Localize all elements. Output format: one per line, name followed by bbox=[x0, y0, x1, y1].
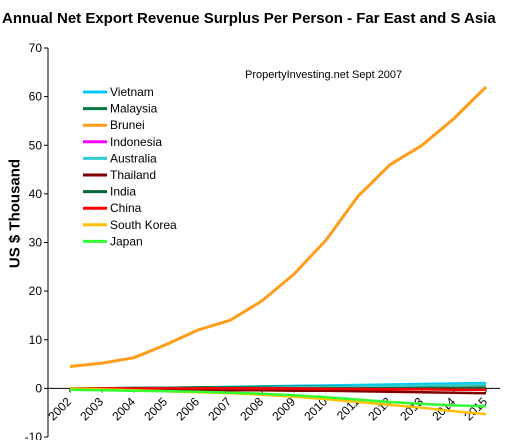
series-line-china bbox=[70, 387, 486, 392]
legend-label: Thailand bbox=[110, 168, 156, 182]
legend-label: Australia bbox=[110, 151, 157, 165]
x-tick-label: 2006 bbox=[173, 394, 202, 423]
chart-title: Annual Net Export Revenue Surplus Per Pe… bbox=[2, 10, 496, 27]
legend-label: India bbox=[110, 185, 136, 199]
chart-annotation: PropertyInvesting.net Sept 2007 bbox=[245, 69, 402, 81]
x-tick-label: 2004 bbox=[109, 394, 138, 423]
series-layer bbox=[69, 85, 488, 416]
x-tick-label: 2012 bbox=[365, 394, 394, 423]
series-line-japan bbox=[69, 388, 487, 408]
x-tick-label: 2008 bbox=[237, 394, 266, 423]
y-tick-label: 0 bbox=[35, 381, 42, 395]
x-tick-label: 2005 bbox=[141, 394, 170, 423]
x-tick-label: 2003 bbox=[77, 394, 106, 423]
y-tick-label: 30 bbox=[29, 236, 43, 250]
y-tick-label: 10 bbox=[29, 333, 43, 347]
x-tick-label: 2009 bbox=[269, 394, 298, 423]
legend-label: Indonesia bbox=[110, 135, 162, 149]
legend-label: Vietnam bbox=[110, 85, 154, 99]
legend-label: Brunei bbox=[110, 118, 145, 132]
legend-label: Malaysia bbox=[110, 102, 158, 116]
x-tick-label: 2007 bbox=[205, 394, 234, 423]
y-tick-label: 20 bbox=[29, 284, 43, 298]
series-line-brunei bbox=[69, 85, 488, 368]
y-tick-label: 70 bbox=[29, 41, 43, 55]
y-tick-label: -10 bbox=[25, 430, 43, 440]
y-tick-label: 40 bbox=[29, 187, 43, 201]
x-tick-label: 2002 bbox=[45, 394, 74, 423]
legend-label: Japan bbox=[110, 234, 143, 248]
legend: Vietnam Malaysia Brunei Indonesia Australia T… bbox=[83, 85, 177, 248]
y-tick-label: 50 bbox=[29, 138, 43, 152]
y-tick-label: 60 bbox=[29, 90, 43, 104]
x-tick-label: 2015 bbox=[461, 394, 490, 423]
legend-label: South Korea bbox=[110, 218, 177, 232]
legend-label: China bbox=[110, 201, 142, 215]
